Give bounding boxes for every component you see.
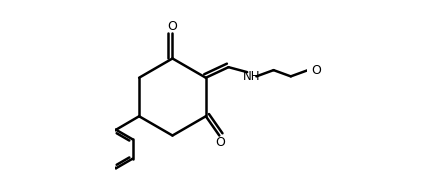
Text: O: O [215, 136, 225, 149]
Text: O: O [168, 20, 177, 33]
Text: O: O [312, 64, 322, 77]
Text: NH: NH [243, 70, 260, 83]
